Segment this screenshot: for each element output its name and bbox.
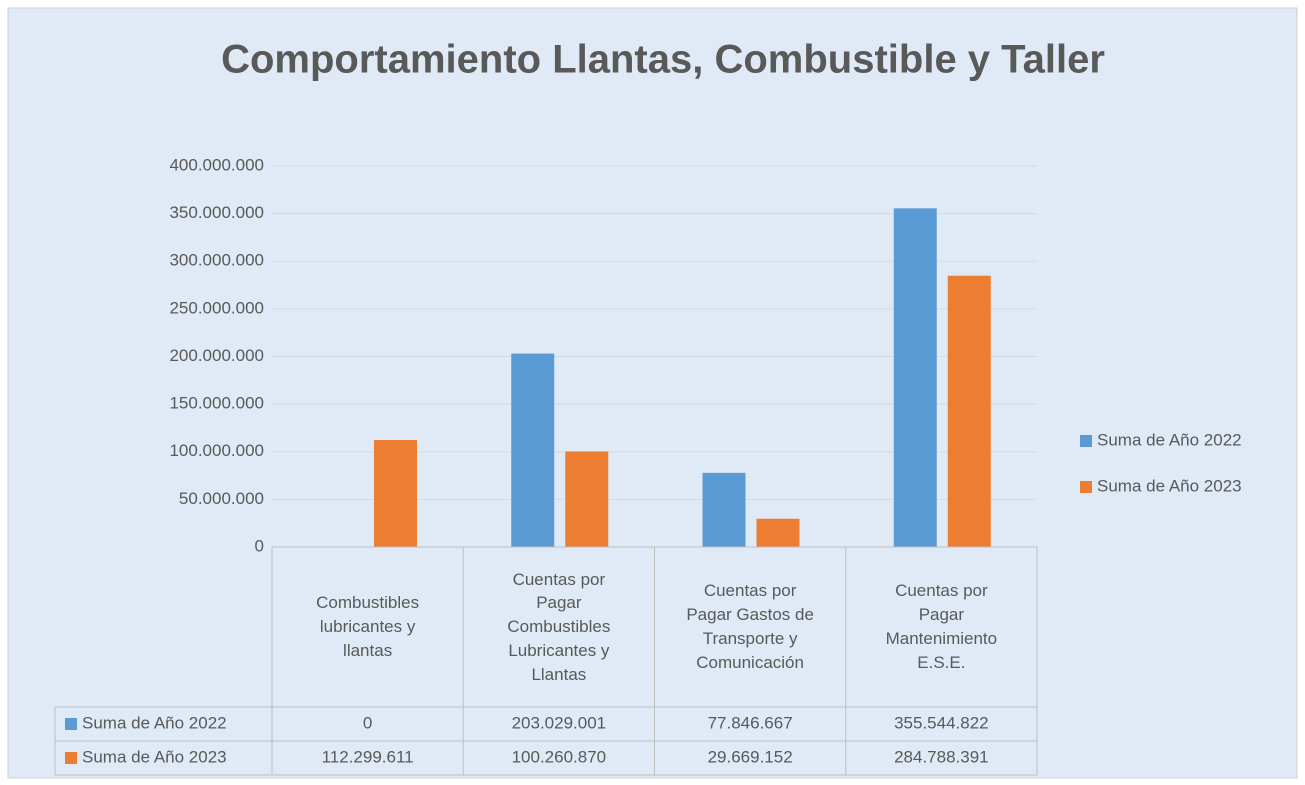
bar (565, 451, 609, 547)
table-value: 112.299.611 (322, 747, 414, 766)
y-tick-label: 300.000.000 (169, 251, 264, 270)
chart-background (7, 7, 1298, 779)
bar (947, 275, 991, 547)
y-tick-label: 150.000.000 (169, 394, 264, 413)
x-tick-label: Cuentas por Pagar Combustibles Lubricant… (507, 569, 611, 684)
y-tick-label: 50.000.000 (179, 489, 264, 508)
table-value: 284.788.391 (894, 747, 989, 766)
table-value: 0 (363, 713, 372, 732)
bar (511, 353, 555, 547)
table-value: 203.029.001 (512, 713, 607, 732)
x-tick-label: Cuentas por Pagar Gastos de Transporte y… (686, 581, 814, 672)
bar (893, 208, 937, 547)
table-legend-key (65, 752, 77, 764)
chart-title: Comportamiento Llantas, Combustible y Ta… (221, 38, 1105, 82)
legend-key (1080, 435, 1092, 447)
bar (374, 440, 417, 547)
y-tick-label: 200.000.000 (169, 346, 264, 365)
y-tick-label: 100.000.000 (169, 441, 264, 460)
table-value: 29.669.152 (708, 747, 793, 766)
bar (702, 472, 746, 547)
x-tick-label: Combustibles lubricantes y llantas (316, 593, 420, 660)
x-tick-label: Cuentas por Pagar Mantenimiento E.S.E. (885, 581, 998, 672)
legend-key (1080, 481, 1092, 493)
legend-label: Suma de Año 2023 (1097, 476, 1242, 495)
legend-label: Suma de Año 2022 (1097, 430, 1242, 449)
y-tick-label: 0 (255, 536, 264, 555)
table-series-name: Suma de Año 2022 (82, 713, 227, 732)
table-series-name: Suma de Año 2023 (82, 747, 227, 766)
table-value: 355.544.822 (894, 713, 989, 732)
table-value: 77.846.667 (708, 713, 793, 732)
table-value: 100.260.870 (512, 747, 607, 766)
y-tick-label: 400.000.000 (169, 155, 264, 174)
y-tick-label: 250.000.000 (169, 298, 264, 317)
table-legend-key (65, 718, 77, 730)
bar (756, 518, 800, 547)
y-tick-label: 350.000.000 (169, 203, 264, 222)
